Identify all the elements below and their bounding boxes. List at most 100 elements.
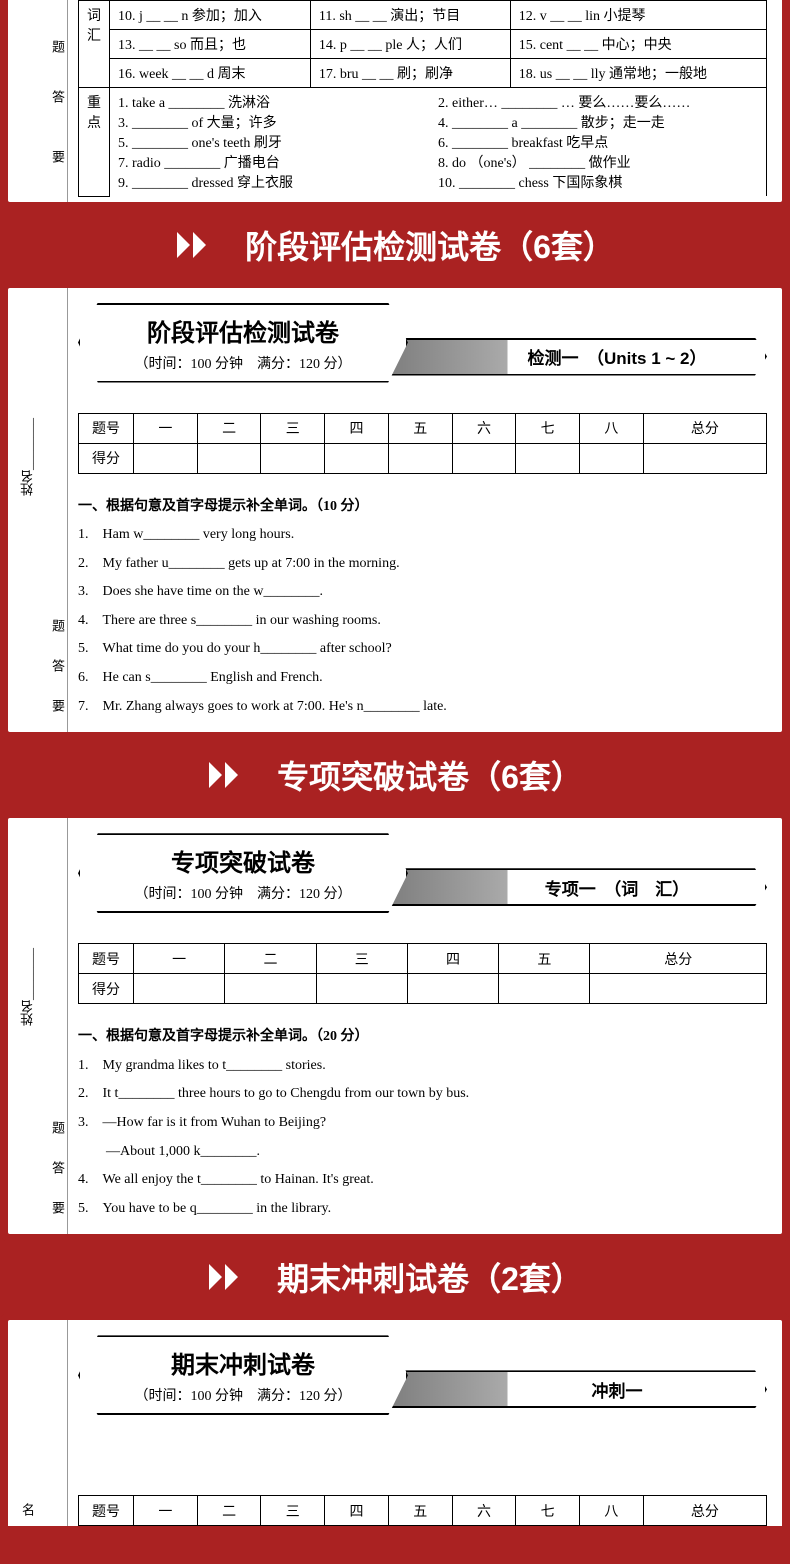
paper-1: 姓名________ 题 答 要 阶段评估检测试卷 （时间：100 分钟 满分：… [0,280,790,741]
question-line: —About 1,000 k________. [78,1139,767,1166]
score-head-cell: 六 [452,1496,516,1526]
score-blank-cell [516,443,580,473]
score-blank-cell [325,443,389,473]
score-blank-cell [388,443,452,473]
subtitle-bar: 专项一 （词 汇） [367,868,767,906]
vocab-table: 词汇 10. j __ __ n 参加；加入 11. sh __ __ 演出；节… [78,0,767,197]
score-blank-cell [197,443,261,473]
section-banner: 期末冲刺试卷（2套） [0,1242,790,1312]
question-line: 1. Ham w________ very long hours. [78,522,767,549]
paper-time: （时间：100 分钟 满分：120 分） [100,1385,386,1405]
sidebar: 姓名________ 题 答 要 [8,818,68,1234]
section-title: 一、根据句意及首字母提示补全单词。（10 分） [78,494,767,521]
vocab-cell: 17. bru __ __ 刷；刷净 [310,59,510,88]
paper-time: （时间：100 分钟 满分：120 分） [100,353,386,373]
score-head-cell: 题号 [79,944,134,974]
question-line: 5. What time do you do your h________ af… [78,636,767,663]
score-blank-cell [580,443,644,473]
vocab-fragment: 题 答 要 词汇 10. j __ __ n 参加；加入 11. sh __ _… [0,0,790,210]
score-blank-cell [316,974,407,1004]
paper-title: 阶段评估检测试卷 [100,313,386,348]
paper-title: 期末冲刺试卷 [100,1345,386,1380]
score-head-cell: 六 [452,413,516,443]
question-block: 一、根据句意及首字母提示补全单词。（10 分） 1. Ham w________… [78,494,767,721]
score-head-cell: 八 [580,1496,644,1526]
paper-2: 姓名________ 题 答 要 专项突破试卷 （时间：100 分钟 满分：12… [0,810,790,1242]
sidebar: 题 答 要 [8,0,68,202]
phrase: 1. take a ________ 洗淋浴 [118,92,438,112]
phrase-col: 2. either… ________ … 要么……要么…… 4. ______… [438,92,758,192]
banner-text: 专项突破试卷（6套） [277,752,583,798]
vocab-cell: 11. sh __ __ 演出；节目 [310,1,510,30]
score-head-cell: 三 [316,944,407,974]
question-line: 6. He can s________ English and French. [78,665,767,692]
banner-text: 期末冲刺试卷（2套） [277,1254,583,1300]
side-label: 题 [48,619,67,632]
question-line: 4. There are three s________ in our wash… [78,608,767,635]
score-head-cell: 二 [225,944,316,974]
score-head-cell: 一 [134,413,198,443]
score-head-cell: 七 [516,1496,580,1526]
score-table: 题号一二三四五六七八总分 [78,1495,767,1526]
phrase: 5. ________ one's teeth 刷牙 [118,132,438,152]
section-banner: 专项突破试卷（6套） [0,740,790,810]
title-box: 阶段评估检测试卷 （时间：100 分钟 满分：120 分） [78,303,408,383]
vocab-cell: 12. v __ __ lin 小提琴 [510,1,766,30]
score-head-cell: 总分 [643,1496,766,1526]
score-table: 题号一二三四五六七八总分 得分 [78,413,767,474]
score-blank-cell [134,974,225,1004]
score-head-cell: 三 [261,1496,325,1526]
question-line: 3. Does she have time on the w________. [78,579,767,606]
side-label: 题 [48,40,67,53]
vocab-cell: 15. cent __ __ 中心；中央 [510,30,766,59]
side-label: 要 [48,150,67,163]
side-label: 答 [48,90,67,103]
score-head-cell: 一 [134,1496,198,1526]
score-head-cell: 四 [325,1496,389,1526]
question-line: 3. —How far is it from Wuhan to Beijing? [78,1110,767,1137]
score-label: 得分 [79,443,134,473]
paper-header: 阶段评估检测试卷 （时间：100 分钟 满分：120 分） 检测一 （Units… [78,303,767,383]
question-line: 7. Mr. Zhang always goes to work at 7:00… [78,694,767,721]
paper-header: 期末冲刺试卷 （时间：100 分钟 满分：120 分） 冲刺一 [78,1335,767,1415]
paper-title: 专项突破试卷 [100,843,386,878]
score-head-cell: 总分 [643,413,766,443]
vocab-side-label: 重点 [79,88,110,197]
phrase: 7. radio ________ 广播电台 [118,152,438,172]
score-blank-cell [225,974,316,1004]
phrase: 10. ________ chess 下国际象棋 [438,172,758,192]
paper-header: 专项突破试卷 （时间：100 分钟 满分：120 分） 专项一 （词 汇） [78,833,767,913]
phrase-col: 1. take a ________ 洗淋浴 3. ________ of 大量… [118,92,438,192]
vocab-cell: 13. __ __ so 而且；也 [110,30,311,59]
title-box: 期末冲刺试卷 （时间：100 分钟 满分：120 分） [78,1335,408,1415]
score-head-cell: 五 [388,1496,452,1526]
paper-3: 名 期末冲刺试卷 （时间：100 分钟 满分：120 分） 冲刺一 题号一二三四… [0,1312,790,1526]
double-chevron-icon [175,230,215,260]
vocab-side-label: 词汇 [79,1,110,88]
question-line: 5. You have to be q________ in the libra… [78,1196,767,1223]
sidebar: 姓名________ 题 答 要 [8,288,68,733]
score-head-cell: 总分 [590,944,767,974]
phrase: 3. ________ of 大量；许多 [118,112,438,132]
question-block: 一、根据句意及首字母提示补全单词。（20 分） 1. My grandma li… [78,1024,767,1222]
name-field: 名 [18,1503,37,1516]
phrase: 2. either… ________ … 要么……要么…… [438,92,758,112]
title-box: 专项突破试卷 （时间：100 分钟 满分：120 分） [78,833,408,913]
double-chevron-icon [207,760,247,790]
vocab-cell: 16. week __ __ d 周末 [110,59,311,88]
score-table: 题号一二三四五总分 得分 [78,943,767,1004]
side-label: 答 [48,659,67,672]
score-head-cell: 五 [499,944,590,974]
score-head-cell: 七 [516,413,580,443]
score-blank-cell [643,443,766,473]
score-label: 得分 [79,974,134,1004]
score-head-cell: 五 [388,413,452,443]
score-head-cell: 一 [134,944,225,974]
score-head-cell: 八 [580,413,644,443]
score-blank-cell [407,974,498,1004]
score-blank-cell [134,443,198,473]
phrase: 6. ________ breakfast 吃早点 [438,132,758,152]
question-line: 1. My grandma likes to t________ stories… [78,1053,767,1080]
score-head-cell: 题号 [79,413,134,443]
side-label: 答 [48,1161,67,1174]
